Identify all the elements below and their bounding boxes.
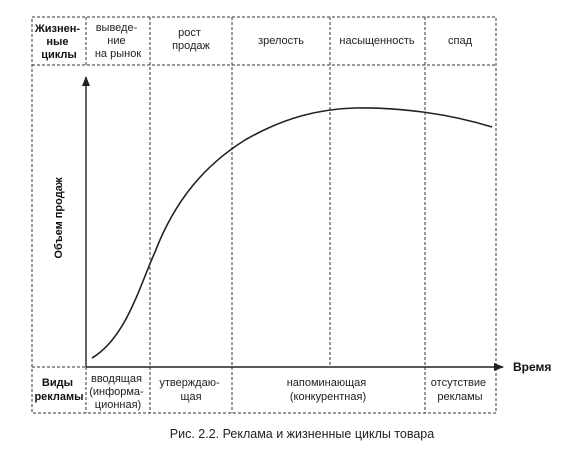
x-axis-label: Время bbox=[513, 360, 551, 374]
footer-row-title: Виды рекламы bbox=[34, 377, 83, 403]
ad-type-none: отсутствие рекламы bbox=[431, 377, 489, 403]
stage-decline: спад bbox=[448, 35, 473, 47]
ad-type-reminding: напоминающая (конкурентная) bbox=[287, 377, 370, 403]
stage-saturation: насыщенность bbox=[339, 35, 414, 47]
header-row-title: Жизнен- ные циклы bbox=[34, 23, 83, 61]
ad-type-introductory: вводящая (информа- ционная) bbox=[89, 373, 147, 411]
figure-caption: Рис. 2.2. Реклама и жизненные циклы това… bbox=[170, 427, 434, 441]
y-axis-label: Объем продаж bbox=[53, 177, 65, 258]
stage-introduction: выведе- ние на рынок bbox=[95, 22, 141, 60]
diagram-frame bbox=[31, 16, 497, 414]
ad-type-confirming: утверждаю- щая bbox=[159, 377, 222, 403]
stage-growth: рост продаж bbox=[172, 27, 210, 52]
sales-curve bbox=[91, 107, 493, 359]
stage-maturity: зрелость bbox=[258, 35, 304, 47]
